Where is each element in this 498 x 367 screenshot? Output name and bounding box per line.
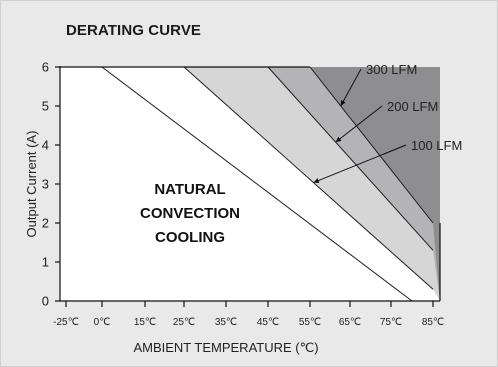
- x-tick-label: 85℃: [422, 317, 444, 328]
- chart-title: DERATING CURVE: [66, 22, 202, 39]
- x-tick-label: 15℃: [134, 317, 156, 328]
- x-axis-label: AMBIENT TEMPERATURE (℃): [133, 340, 318, 355]
- ticks: 0 1 2 3 4 5 6 -25℃ 0℃ 15℃ 25℃ 35℃ 45℃ 55℃ 65℃ 75℃ 85℃: [42, 60, 444, 329]
- callout-arrowhead: [313, 178, 320, 183]
- callout-leader: [313, 144, 407, 184]
- callout-arrowhead: [335, 136, 342, 143]
- x-tick-label: 45℃: [257, 317, 279, 328]
- y-tick-label: 1: [42, 255, 49, 270]
- derating-regions: [60, 66, 440, 302]
- labels: AMBIENT TEMPERATURE (℃) Output Current (A…: [24, 131, 319, 355]
- y-tick-label: 4: [42, 138, 49, 153]
- x-tick-label: 0℃: [94, 317, 111, 328]
- region-label-line: COOLING: [155, 229, 225, 246]
- line-natural-convection-cooling: [101, 66, 413, 302]
- callout-label: 300 LFM: [366, 62, 417, 77]
- x-tick-label: 75℃: [380, 317, 402, 328]
- y-tick-label: 6: [42, 60, 49, 75]
- x-tick-label: 65℃: [339, 317, 361, 328]
- region-label-line: CONVECTION: [140, 205, 240, 222]
- y-tick-label: 3: [42, 177, 49, 192]
- callout-leader: [335, 105, 383, 143]
- line-300-lfm: [309, 66, 434, 224]
- y-tick-label: 0: [42, 294, 49, 309]
- callout-arrowhead: [340, 100, 346, 106]
- line-100-lfm: [183, 66, 434, 290]
- callout-label: 200 LFM: [387, 99, 438, 114]
- callout-leader: [340, 68, 362, 107]
- y-axis-label: Output Current (A): [24, 131, 39, 238]
- y-tick-label: 5: [42, 99, 49, 114]
- x-tick-label: 55℃: [299, 317, 321, 328]
- callouts: 300 LFM 200 LFM 100 LFM: [313, 62, 462, 184]
- region-300-lfm: [310, 67, 440, 301]
- x-tick-label: 25℃: [173, 317, 195, 328]
- callout-label: 100 LFM: [411, 138, 462, 153]
- region-label-line: NATURAL: [154, 181, 225, 198]
- x-tick-label: -25℃: [53, 317, 79, 328]
- x-tick-label: 35℃: [215, 317, 237, 328]
- y-tick-label: 2: [42, 216, 49, 231]
- line-200-lfm: [267, 66, 434, 251]
